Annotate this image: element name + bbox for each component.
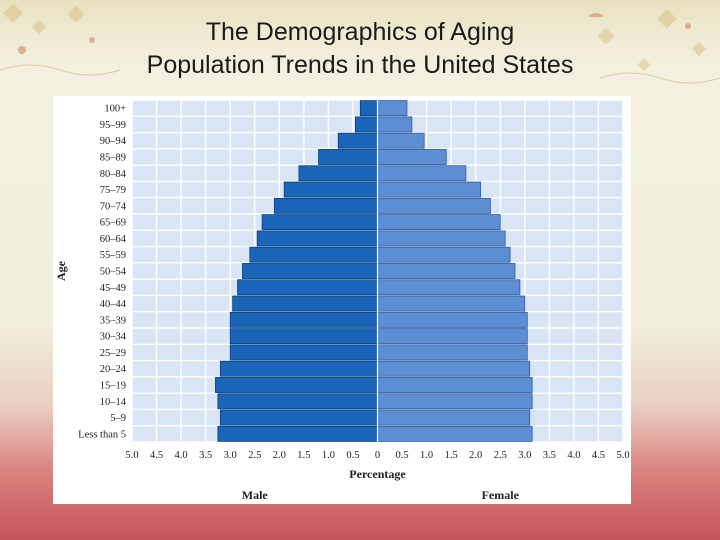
bar-male: [219, 360, 378, 377]
bar-female: [377, 409, 531, 426]
bar-male: [249, 246, 378, 263]
x-tick-label: 4.0: [175, 450, 188, 461]
x-tick-label: 4.0: [567, 450, 580, 461]
x-axis-label: Percentage: [349, 467, 406, 481]
y-tick-label: 30–34: [100, 332, 127, 343]
bar-male: [237, 279, 378, 296]
slide-title-line-2: Population Trends in the United States: [146, 51, 574, 79]
bar-female: [377, 149, 447, 165]
slide-title: The Demographics of Aging Population Tre…: [0, 16, 720, 82]
bar-male: [242, 263, 378, 279]
bar-female: [377, 377, 533, 393]
bar-male: [355, 116, 378, 133]
bar-male: [318, 149, 378, 165]
bar-female: [377, 132, 425, 149]
y-tick-label: 70–74: [100, 201, 127, 212]
bar-male: [337, 132, 378, 149]
x-tick-label: 4.5: [150, 450, 163, 461]
bar-male: [217, 393, 378, 410]
x-tick-label: 0.5: [346, 450, 359, 461]
y-tick-label: 55–59: [100, 250, 126, 261]
x-tick-label: 4.5: [592, 450, 605, 461]
x-tick-label: 2.5: [494, 450, 507, 461]
y-tick-label: 100+: [104, 104, 126, 115]
bar-female: [377, 181, 482, 198]
bar-female: [377, 263, 516, 279]
y-tick-label: 85–89: [100, 153, 126, 164]
x-tick-labels: 5.0 4.5 4.0 3.5 3.0 2.5 2.0 1.5 1.0 0.5 0 0.5 1.0 1.5…: [125, 450, 629, 461]
bar-female: [377, 295, 526, 312]
x-tick-label: 5.0: [616, 450, 629, 461]
x-tick-label: 2.0: [273, 450, 286, 461]
chart-panel: 100+ 95–99 90–94 85–89 80–84 75–79 70–74 65–69 6…: [53, 96, 631, 504]
bar-female: [377, 328, 528, 345]
bar-male: [261, 214, 378, 231]
x-tick-label: 3.0: [518, 450, 531, 461]
bar-female: [377, 393, 533, 410]
bar-male: [219, 409, 378, 426]
y-tick-label: 40–44: [100, 299, 127, 310]
y-tick-label: 15–19: [100, 381, 126, 392]
bar-female: [377, 165, 467, 182]
y-tick-label: 35–39: [100, 315, 126, 326]
x-tick-label: 1.0: [420, 450, 433, 461]
bar-female: [377, 344, 528, 361]
bar-male: [229, 328, 378, 345]
bar-male: [229, 311, 378, 328]
bar-female: [377, 197, 491, 214]
bar-male: [283, 181, 378, 198]
y-tick-label: 80–84: [100, 169, 127, 180]
x-tick-label: 3.0: [224, 450, 237, 461]
y-tick-label: 20–24: [100, 364, 127, 375]
y-tick-label: 75–79: [100, 185, 126, 196]
x-tick-label: 1.0: [322, 450, 335, 461]
bar-male: [215, 377, 378, 393]
y-tick-label: 95–99: [100, 120, 126, 131]
population-pyramid-chart: 100+ 95–99 90–94 85–89 80–84 75–79 70–74 65–69 6…: [54, 99, 630, 502]
bar-male: [273, 197, 378, 214]
y-tick-label: 65–69: [100, 218, 126, 229]
x-tick-label: 1.5: [297, 450, 310, 461]
bar-male: [359, 100, 378, 117]
y-tick-label: 60–64: [100, 234, 127, 245]
bar-female: [377, 246, 511, 263]
bar-male: [298, 165, 378, 182]
x-tick-label: 5.0: [125, 450, 138, 461]
y-tick-label: 45–49: [100, 283, 126, 294]
y-tick-labels: 100+ 95–99 90–94 85–89 80–84 75–79 70–74 65–69 6…: [78, 104, 127, 441]
bar-male: [256, 230, 378, 247]
bar-female: [377, 214, 501, 231]
x-tick-label: 1.5: [445, 450, 458, 461]
bar-male: [217, 425, 378, 442]
y-tick-label: 5–9: [110, 413, 126, 424]
x-tick-label: 0.5: [395, 450, 408, 461]
y-tick-label: 50–54: [100, 267, 127, 278]
bar-female: [377, 360, 531, 377]
x-tick-label: 3.5: [199, 450, 212, 461]
bar-male: [232, 295, 378, 312]
bar-female: [377, 425, 533, 442]
bar-female: [377, 279, 521, 296]
female-label: Female: [482, 488, 520, 502]
y-axis-label: Age: [54, 260, 68, 281]
bar-male: [229, 344, 378, 361]
bar-female: [377, 100, 408, 117]
y-tick-label: 25–29: [100, 348, 126, 359]
decorative-header-pattern: [0, 0, 720, 90]
y-tick-label: Less than 5: [78, 429, 126, 440]
bar-female: [377, 230, 506, 247]
x-tick-label: 2.5: [248, 450, 261, 461]
x-tick-label: 2.0: [469, 450, 482, 461]
slide-title-line-1: The Demographics of Aging: [205, 18, 515, 46]
bars-group: [215, 100, 533, 442]
x-tick-label: 3.5: [543, 450, 556, 461]
y-tick-label: 90–94: [100, 136, 127, 147]
male-label: Male: [242, 488, 269, 502]
y-tick-label: 10–14: [100, 397, 127, 408]
x-tick-label: 0: [375, 450, 380, 461]
bar-female: [377, 116, 413, 133]
bar-female: [377, 311, 528, 328]
